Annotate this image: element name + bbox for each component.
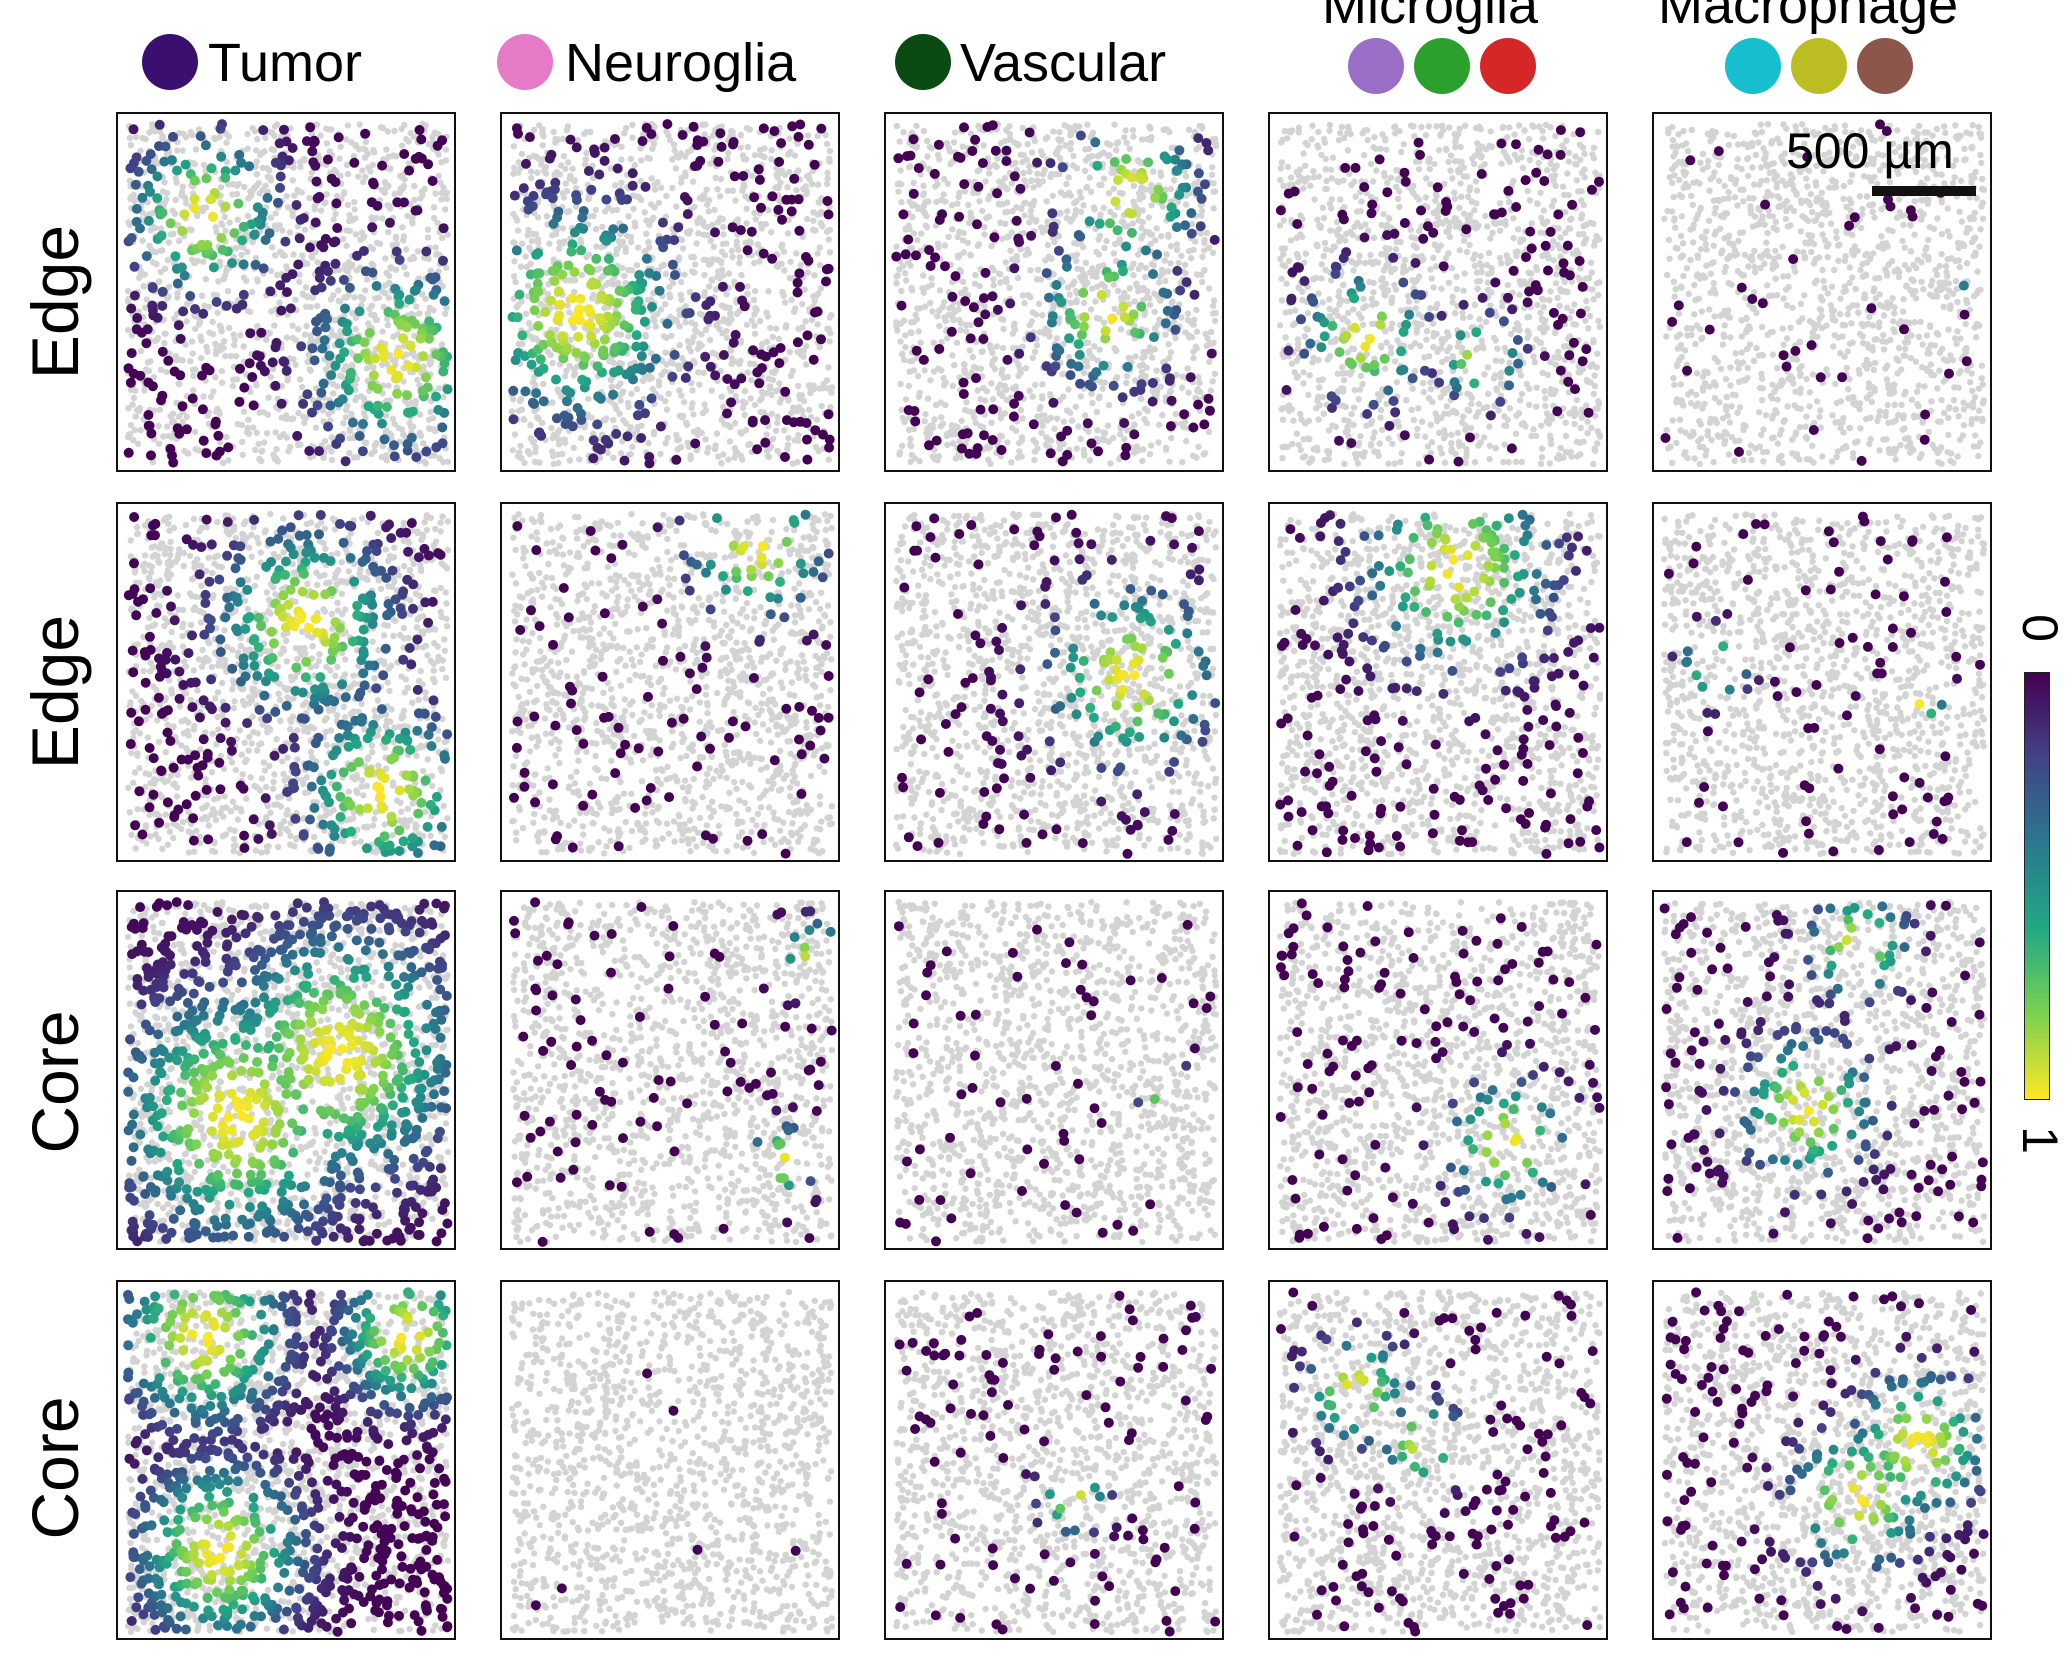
spatial-scatter — [1659, 898, 1988, 1246]
vascular-color-dot — [895, 34, 951, 90]
spatial-panel-r1-c1 — [116, 112, 456, 472]
spatial-panel-r2-c3 — [884, 502, 1224, 862]
spatial-panel-r1-c3 — [884, 112, 1224, 472]
macrophage-color-dot-1 — [1725, 38, 1781, 94]
row-label-4: Core — [18, 1396, 92, 1539]
spatial-scatter — [1275, 509, 1605, 859]
spatial-panel-r4-c2 — [500, 1280, 840, 1640]
spatial-scatter — [123, 119, 453, 468]
spatial-scatter — [892, 509, 1221, 859]
macrophage-color-dot-3 — [1857, 38, 1913, 94]
spatial-panel-r3-c2 — [500, 890, 840, 1250]
spatial-panel-r1-c5 — [1652, 112, 1992, 472]
neuroglia-color-dot — [497, 34, 553, 90]
spatial-scatter — [893, 1289, 1221, 1637]
tumor-color-dot — [142, 34, 198, 90]
scale-bar-line — [1872, 186, 1976, 196]
scale-bar-label: 500 µm — [1786, 126, 1954, 176]
header-label-tumor: Tumor — [208, 36, 362, 90]
spatial-scatter — [507, 119, 836, 469]
spatial-panel-r2-c5 — [1652, 502, 1992, 862]
microglia-color-dot-3 — [1480, 38, 1536, 94]
spatial-panel-r4-c4 — [1268, 1280, 1608, 1640]
spatial-scatter — [123, 897, 453, 1247]
spatial-scatter — [891, 120, 1220, 467]
macrophage-color-dot-2 — [1791, 38, 1847, 94]
spatial-panel-r4-c1 — [116, 1280, 456, 1640]
row-label-1: Edge — [18, 225, 92, 379]
spatial-scatter — [1660, 119, 1988, 468]
spatial-panel-r3-c4 — [1268, 890, 1608, 1250]
spatial-panel-r3-c1 — [116, 890, 456, 1250]
spatial-scatter — [508, 509, 836, 859]
spatial-panel-r4-c3 — [884, 1280, 1224, 1640]
spatial-scatter — [1275, 898, 1605, 1246]
row-label-3: Core — [18, 1010, 92, 1153]
microglia-color-dot-1 — [1348, 38, 1404, 94]
spatial-scatter — [509, 897, 837, 1247]
spatial-panel-r3-c3 — [884, 890, 1224, 1250]
spatial-scatter — [1276, 1287, 1604, 1637]
colorbar-max-label: 1 — [2012, 1126, 2068, 1154]
header-label-neuroglia: Neuroglia — [565, 36, 796, 90]
microglia-color-dot-2 — [1414, 38, 1470, 94]
spatial-scatter — [123, 1287, 453, 1637]
spatial-panel-r2-c2 — [500, 502, 840, 862]
header-label-vascular: Vascular — [960, 36, 1166, 90]
colorbar — [2024, 672, 2050, 1100]
colorbar-min-label: 0 — [2012, 614, 2068, 642]
spatial-scatter — [508, 1288, 835, 1635]
spatial-panel-r2-c1 — [116, 502, 456, 862]
spatial-panel-r1-c2 — [500, 112, 840, 472]
spatial-scatter — [1660, 511, 1988, 858]
spatial-panel-r3-c5 — [1652, 890, 1992, 1250]
spatial-scatter — [1275, 121, 1604, 468]
header-label-macrophage: Macrophage — [1658, 0, 1958, 32]
spatial-panel-r2-c4 — [1268, 502, 1608, 862]
spatial-panel-r1-c4 — [1268, 112, 1608, 472]
spatial-panel-r4-c5 — [1652, 1280, 1992, 1640]
spatial-scatter — [1661, 1287, 1989, 1635]
spatial-scatter — [123, 510, 453, 858]
spatial-scatter — [893, 899, 1220, 1247]
header-label-microglia: Microglia — [1322, 0, 1538, 32]
row-label-2: Edge — [18, 615, 92, 769]
